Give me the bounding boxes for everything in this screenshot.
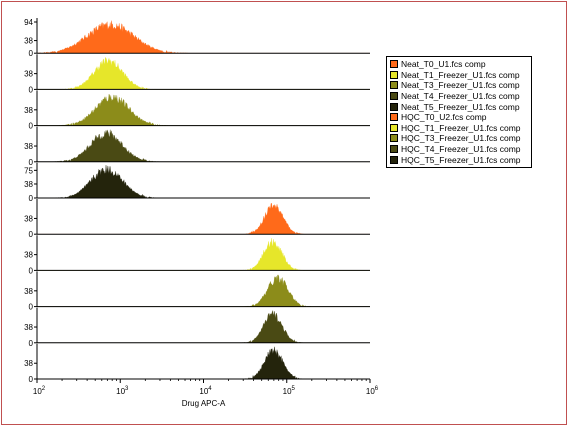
legend-label: Neat_T0_U1.fcs comp bbox=[401, 59, 486, 70]
y-tick-label: 38 bbox=[24, 287, 33, 296]
histogram-series-7 bbox=[37, 238, 370, 271]
legend-swatch bbox=[390, 92, 398, 101]
legend-label: HQC_T1_Freezer_U1.fcs comp bbox=[401, 122, 521, 133]
legend-swatch bbox=[390, 113, 398, 122]
legend-item: Neat_T0_U1.fcs comp bbox=[390, 59, 529, 70]
histogram-panel-5: 75 38 0 bbox=[24, 162, 370, 203]
legend-item: HQC_T3_Freezer_U1.fcs comp bbox=[390, 133, 529, 144]
legend-swatch bbox=[390, 134, 398, 143]
legend-swatch bbox=[390, 102, 398, 111]
legend-label: HQC_T4_Freezer_U1.fcs comp bbox=[401, 144, 521, 155]
histogram-panel-4: 38 0 bbox=[24, 126, 370, 167]
y-tick-label: 38 bbox=[24, 251, 33, 260]
legend-label: HQC_T0_U2.fcs comp bbox=[401, 112, 487, 123]
histogram-series-2 bbox=[37, 57, 370, 90]
y-tick-label: 38 bbox=[24, 180, 33, 189]
histogram-panel-7: 38 0 bbox=[24, 235, 370, 275]
y-tick-label: 0 bbox=[29, 194, 34, 203]
histogram-series-3 bbox=[37, 93, 370, 127]
y-tick-label: 0 bbox=[29, 375, 34, 384]
legend-item: Neat_T1_Freezer_U1.fcs comp bbox=[390, 70, 529, 81]
histogram-panel-2: 38 0 bbox=[24, 54, 370, 94]
y-tick-label: 75 bbox=[24, 166, 33, 175]
histogram-series-1 bbox=[36, 20, 370, 54]
legend-swatch bbox=[390, 60, 398, 69]
histogram-panel-3: 38 0 bbox=[24, 90, 370, 131]
legend-label: Neat_T1_Freezer_U1.fcs comp bbox=[401, 69, 520, 80]
legend-item: HQC_T5_Freezer_U1.fcs comp bbox=[390, 154, 529, 165]
legend-label: HQC_T3_Freezer_U1.fcs comp bbox=[401, 133, 521, 144]
x-axis: 102 103 104 105 106 bbox=[33, 378, 379, 396]
y-tick-label: 38 bbox=[24, 323, 33, 332]
y-tick-label: 38 bbox=[24, 37, 33, 46]
histogram-series-9 bbox=[37, 309, 370, 344]
x-axis-label: Drug APC-A bbox=[182, 399, 226, 408]
histogram-series-8 bbox=[37, 274, 370, 307]
legend-item: HQC_T1_Freezer_U1.fcs comp bbox=[390, 123, 529, 134]
histogram-series-10 bbox=[37, 346, 370, 380]
legend-swatch bbox=[390, 123, 398, 132]
x-tick-label: 104 bbox=[199, 386, 212, 396]
y-tick-label: 94 bbox=[24, 18, 33, 27]
histogram-panel-8: 38 0 bbox=[24, 271, 370, 312]
x-tick-label: 102 bbox=[33, 386, 46, 396]
y-tick-label: 38 bbox=[24, 142, 33, 151]
y-tick-label: 0 bbox=[29, 303, 34, 312]
histogram-panel-6: 38 0 bbox=[24, 199, 370, 239]
legend-label: Neat_T5_Freezer_U1.fcs comp bbox=[401, 101, 520, 112]
histogram-series-5 bbox=[37, 165, 370, 199]
y-tick-label: 0 bbox=[29, 230, 34, 239]
y-tick-label: 38 bbox=[24, 106, 33, 115]
histogram-series-6 bbox=[37, 203, 370, 235]
y-tick-label: 0 bbox=[29, 266, 34, 275]
legend-label: Neat_T4_Freezer_U1.fcs comp bbox=[401, 91, 520, 102]
legend-item: HQC_T0_U2.fcs comp bbox=[390, 112, 529, 123]
legend-label: Neat_T3_Freezer_U1.fcs comp bbox=[401, 80, 520, 91]
legend-item: Neat_T4_Freezer_U1.fcs comp bbox=[390, 91, 529, 102]
legend-item: HQC_T4_Freezer_U1.fcs comp bbox=[390, 144, 529, 155]
legend-swatch bbox=[390, 81, 398, 90]
legend-swatch bbox=[390, 155, 398, 164]
y-tick-label: 0 bbox=[29, 158, 34, 167]
y-tick-label: 0 bbox=[29, 122, 34, 131]
histogram-series-4 bbox=[37, 129, 370, 163]
legend-swatch bbox=[390, 70, 398, 79]
y-tick-label: 0 bbox=[29, 49, 34, 58]
histogram-panel-9: 38 0 bbox=[24, 307, 370, 348]
x-tick-label: 106 bbox=[366, 386, 379, 396]
y-tick-label: 0 bbox=[29, 339, 34, 348]
legend-item: Neat_T5_Freezer_U1.fcs comp bbox=[390, 101, 529, 112]
x-tick-label: 103 bbox=[116, 386, 129, 396]
y-tick-label: 0 bbox=[29, 85, 34, 94]
legend-item: Neat_T3_Freezer_U1.fcs comp bbox=[390, 80, 529, 91]
y-tick-label: 38 bbox=[24, 214, 33, 223]
histogram-panel-10: 38 0 bbox=[24, 343, 370, 384]
y-tick-label: 38 bbox=[24, 359, 33, 368]
histogram-panel-1: 94 38 0 bbox=[24, 18, 370, 58]
legend-swatch bbox=[390, 145, 398, 154]
legend: Neat_T0_U1.fcs comp Neat_T1_Freezer_U1.fc… bbox=[386, 56, 532, 168]
y-tick-label: 38 bbox=[24, 70, 33, 79]
x-tick-label: 105 bbox=[283, 386, 296, 396]
legend-label: HQC_T5_Freezer_U1.fcs comp bbox=[401, 154, 521, 165]
